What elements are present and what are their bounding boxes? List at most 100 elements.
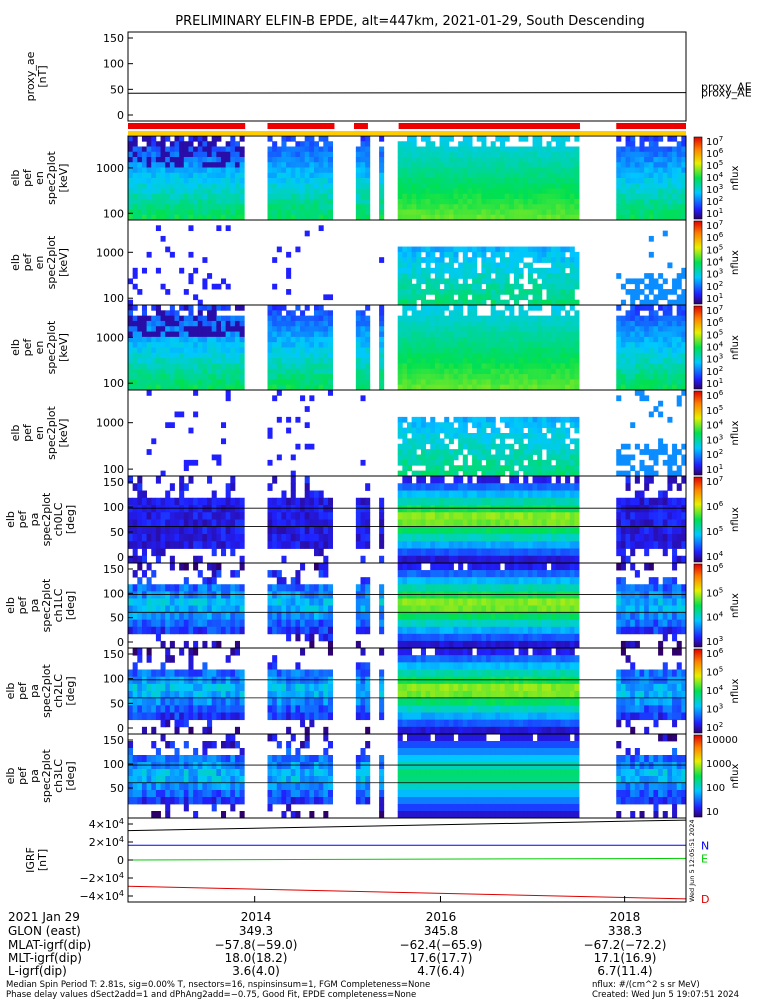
heatmap-cell (434, 305, 440, 311)
heatmap-cell (300, 384, 306, 391)
heatmap-cell (234, 541, 240, 549)
heatmap-cell (355, 162, 361, 168)
heatmap-cell (179, 476, 185, 484)
heatmap-cell (318, 352, 324, 359)
heatmap-cell (490, 331, 496, 338)
heatmap-cell (155, 326, 161, 332)
heatmap-cell (523, 331, 529, 338)
heatmap-cell (658, 199, 664, 205)
heatmap-cell (402, 358, 408, 364)
heatmap-cell (537, 358, 543, 364)
heatmap-cell (513, 416, 519, 423)
heatmap-cell (495, 352, 501, 359)
heatmap-cell (648, 541, 654, 549)
heatmap-cell (295, 336, 301, 343)
heatmap-cell (551, 204, 557, 210)
heatmap-cell (234, 519, 240, 528)
heatmap-cell (267, 541, 273, 549)
heatmap-cell (644, 209, 650, 216)
heatmap-cell (681, 151, 687, 158)
heatmap-cell (304, 204, 310, 210)
heatmap-cell (309, 347, 315, 354)
heatmap-cell (546, 246, 552, 253)
heatmap-cell (495, 193, 501, 200)
heatmap-cell (174, 512, 180, 520)
heatmap-cell (541, 157, 547, 163)
heatmap-cell (676, 162, 682, 168)
heatmap-cell (676, 384, 682, 391)
heatmap-cell (300, 331, 306, 338)
heatmap-cell (314, 214, 320, 221)
heatmap-cell (132, 505, 138, 513)
heatmap-cell (458, 379, 464, 386)
heatmap-cell (523, 368, 529, 375)
heatmap-cell (155, 167, 161, 174)
heatmap-cell (462, 199, 468, 205)
heatmap-cell (509, 470, 515, 477)
heatmap-cell (295, 505, 301, 513)
heatmap-cell (458, 273, 464, 279)
heatmap-cell (537, 443, 543, 450)
heatmap-cell (444, 483, 450, 491)
heatmap-cell (569, 320, 575, 327)
heatmap-cell (225, 368, 231, 375)
heatmap-cell (323, 151, 329, 158)
heatmap-cell (513, 178, 519, 184)
heatmap-cell (495, 299, 501, 306)
heatmap-cell (183, 214, 189, 221)
heatmap-cell (644, 172, 650, 179)
heatmap-cell (295, 151, 301, 158)
heatmap-cell (295, 347, 301, 354)
heatmap-cell (211, 497, 217, 506)
heatmap-cell (467, 136, 473, 142)
heatmap-cell (355, 331, 361, 338)
heatmap-cell (174, 619, 180, 628)
heatmap-cell (165, 626, 171, 635)
heatmap-cell (518, 326, 524, 332)
heatmap-cell (541, 209, 547, 216)
heatmap-cell (309, 199, 315, 205)
heatmap-cell (411, 416, 417, 423)
heatmap-cell (420, 273, 426, 279)
heatmap-cell (416, 490, 422, 499)
heatmap-cell (546, 505, 552, 513)
heatmap-cell (541, 497, 547, 506)
heatmap-cell (574, 315, 580, 322)
heatmap-cell (402, 433, 408, 439)
heatmap-cell (662, 342, 668, 348)
heatmap-cell (658, 146, 664, 153)
heatmap-cell (281, 347, 287, 354)
heatmap-cell (458, 336, 464, 343)
heatmap-cell (495, 443, 501, 450)
heatmap-cell (625, 534, 631, 542)
heatmap-cell (644, 331, 650, 338)
heatmap-cell (476, 512, 482, 520)
heatmap-cell (216, 188, 222, 195)
heatmap-cell (295, 497, 301, 506)
heatmap-cell (546, 483, 552, 491)
heatmap-cell (448, 512, 454, 520)
heatmap-cell (128, 162, 134, 168)
heatmap-cell (681, 476, 687, 484)
heatmap-cell (486, 326, 492, 332)
heatmap-cell (183, 178, 189, 184)
heatmap-cell (462, 193, 468, 200)
heatmap-cell (272, 204, 278, 210)
heatmap-cell (481, 519, 487, 528)
heatmap-cell (309, 363, 315, 370)
heatmap-cell (486, 204, 492, 210)
heatmap-cell (197, 315, 203, 322)
heatmap-cell (230, 483, 236, 491)
heatmap-cell (620, 347, 626, 354)
heatmap-cell (662, 347, 668, 354)
heatmap-cell (458, 267, 464, 274)
heatmap-cell (407, 505, 413, 513)
heatmap-cell (555, 331, 561, 338)
heatmap-cell (574, 497, 580, 506)
heatmap-cell (667, 497, 673, 506)
heatmap-cell (546, 541, 552, 549)
heatmap-cell (625, 315, 631, 322)
heatmap-cell (476, 358, 482, 364)
heatmap-cell (560, 267, 566, 274)
